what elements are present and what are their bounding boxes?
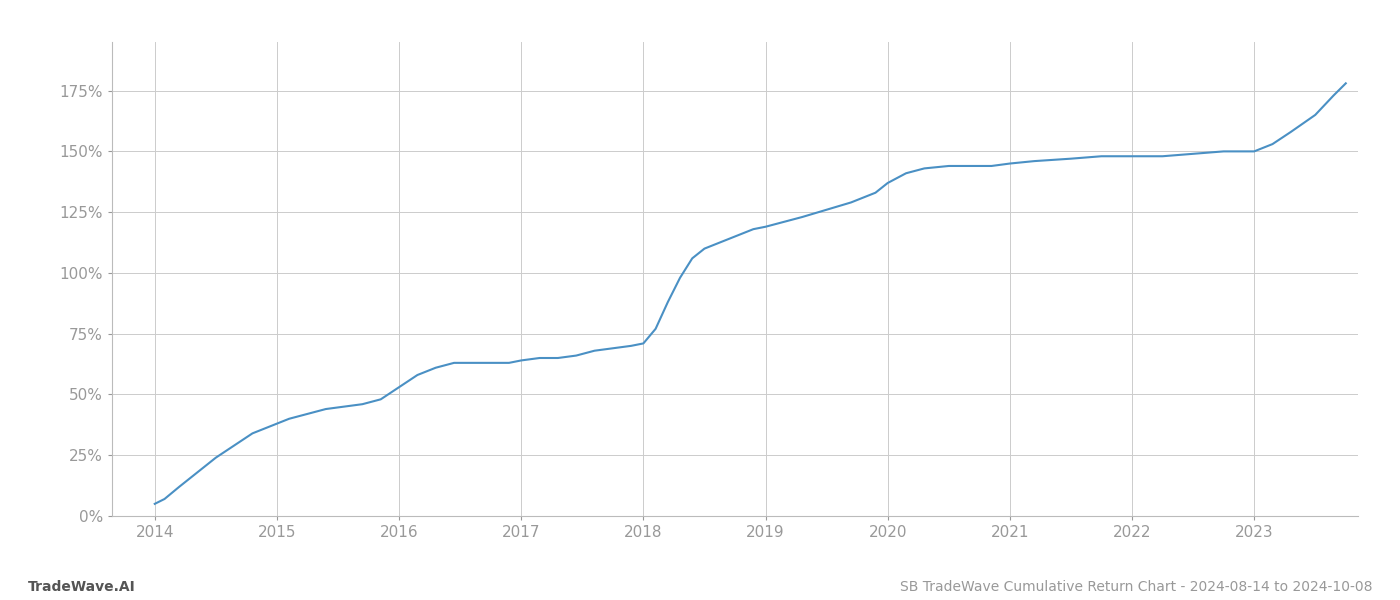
Text: SB TradeWave Cumulative Return Chart - 2024-08-14 to 2024-10-08: SB TradeWave Cumulative Return Chart - 2… bbox=[899, 580, 1372, 594]
Text: TradeWave.AI: TradeWave.AI bbox=[28, 580, 136, 594]
